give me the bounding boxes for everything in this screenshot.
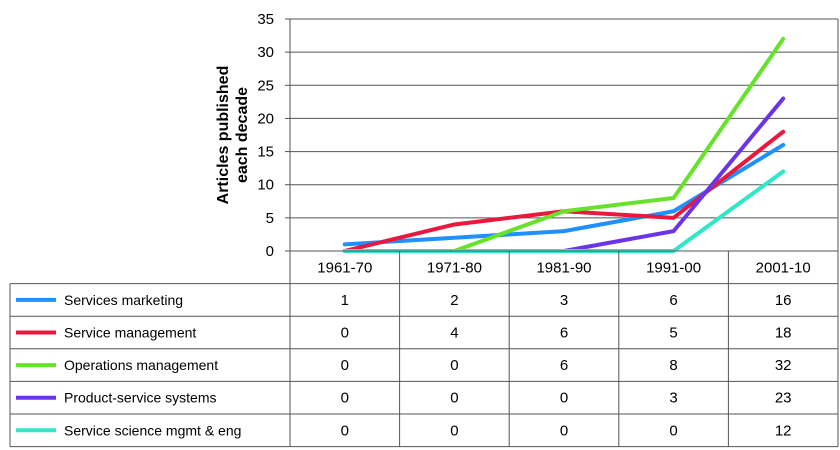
table-cell-3-4: 23 [775, 390, 792, 407]
table-cell-2-2: 6 [560, 357, 568, 374]
table-cell-0-2: 3 [560, 292, 568, 309]
table-cell-2-3: 8 [669, 357, 677, 374]
table-cell-0-1: 2 [450, 292, 458, 309]
table-cell-4-0: 0 [341, 422, 349, 439]
table-cell-1-4: 18 [775, 325, 792, 342]
y-tick-label-30: 30 [257, 44, 274, 61]
series-line-3 [342, 96, 786, 253]
table-cell-0-3: 6 [669, 292, 677, 309]
table-cell-2-0: 0 [341, 357, 349, 374]
y-tick-label-10: 10 [257, 177, 274, 194]
gridlines [285, 18, 839, 252]
y-tick-label-35: 35 [257, 11, 274, 28]
table-cell-1-3: 5 [669, 325, 677, 342]
category-label-2: 1981-90 [536, 259, 591, 276]
table-cell-4-4: 12 [775, 422, 792, 439]
table-cell-2-4: 32 [775, 357, 792, 374]
table-cell-2-1: 0 [450, 357, 458, 374]
table-cell-4-2: 0 [560, 422, 568, 439]
y-axis-label-line-1: Articles published [215, 66, 232, 205]
y-axis-label-line-2: each decade [234, 87, 251, 183]
y-tick-label-20: 20 [257, 110, 274, 127]
legend-label-0: Services marketing [64, 292, 183, 308]
category-label-1: 1971-80 [427, 259, 482, 276]
series-line-0 [342, 142, 786, 247]
table-cell-1-1: 4 [450, 325, 458, 342]
y-tick-label-0: 0 [266, 243, 274, 260]
category-label-3: 1991-00 [646, 259, 701, 276]
table-cell-3-0: 0 [341, 390, 349, 407]
table-cell-3-3: 3 [669, 390, 677, 407]
table-cell-4-1: 0 [450, 422, 458, 439]
data-table: 1961-70 1971-80 1981-90 1991-00 2001-10 Servi… [9, 250, 839, 448]
category-label-0: 1961-70 [317, 259, 372, 276]
legend-label-1: Service management [64, 325, 196, 341]
table-cell-4-3: 0 [669, 422, 677, 439]
legend-label-4: Service science mgmt & eng [64, 422, 241, 438]
category-label-4: 2001-10 [756, 259, 811, 276]
y-tick-label-25: 25 [257, 77, 274, 94]
table-cell-3-2: 0 [560, 390, 568, 407]
table-cell-0-4: 16 [775, 292, 792, 309]
table-cell-1-2: 6 [560, 325, 568, 342]
series-lines [342, 36, 786, 253]
y-tick-label-5: 5 [266, 210, 274, 227]
legend-label-2: Operations management [64, 357, 218, 373]
y-axis-ticks: 0 5 10 15 20 25 30 35 [257, 11, 274, 260]
table-cell-0-0: 1 [341, 292, 349, 309]
table-cell-3-1: 0 [450, 390, 458, 407]
y-tick-label-15: 15 [257, 144, 274, 161]
legend-label-3: Product-service systems [64, 390, 216, 406]
table-cell-1-0: 0 [341, 325, 349, 342]
